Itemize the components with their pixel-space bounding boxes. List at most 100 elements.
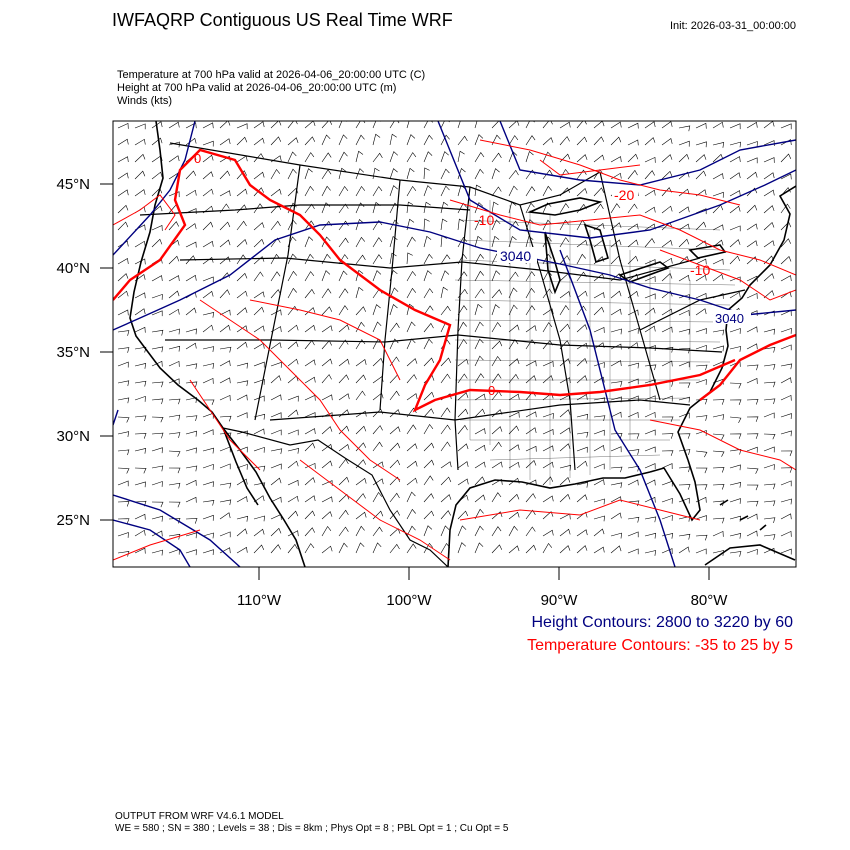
wind-barb: [338, 526, 349, 537]
wind-barb: [559, 273, 571, 282]
wind-barb: [440, 121, 450, 129]
wind-barb: [253, 395, 265, 402]
wind-barb: [576, 324, 588, 333]
wind-barb: [168, 432, 181, 438]
wind-barb: [763, 446, 775, 453]
wind-barb: [491, 355, 502, 367]
wind-barb: [525, 169, 536, 180]
wind-barb: [389, 426, 401, 435]
wind-barb: [661, 326, 673, 333]
wind-barb: [304, 307, 316, 316]
wind-barb: [610, 239, 622, 248]
wind-barb: [593, 121, 605, 129]
wind-barb: [610, 156, 622, 163]
wind-barb: [542, 121, 553, 129]
wind-barb: [304, 543, 315, 554]
wind-barb: [321, 496, 333, 503]
wind-barb: [423, 510, 435, 520]
wind-barb: [610, 396, 622, 403]
wind-barb: [491, 201, 499, 214]
wind-barb: [474, 321, 484, 333]
wind-barb: [678, 140, 690, 147]
wind-barb: [695, 328, 707, 335]
wind-barb: [644, 137, 656, 146]
wind-barb: [610, 172, 622, 180]
wind-barb: [746, 187, 758, 197]
wind-barb: [236, 238, 248, 248]
wind-barb: [270, 309, 282, 316]
wind-barb: [746, 500, 759, 507]
wind-barb: [644, 156, 656, 163]
wind-barb: [491, 426, 503, 435]
wind-barb: [117, 189, 129, 197]
wind-barb: [644, 532, 657, 539]
wind-barb: [746, 292, 758, 299]
wind-barb: [542, 137, 554, 146]
wind-barb: [406, 443, 418, 452]
wind-barb: [474, 373, 485, 384]
wind-barb: [729, 433, 742, 439]
wind-barb: [253, 515, 265, 522]
wind-barb: [440, 494, 452, 503]
wind-barb: [491, 340, 503, 350]
wind-barb: [338, 393, 350, 401]
wind-barb: [202, 221, 214, 231]
wind-barb: [168, 275, 180, 282]
wind-barb: [576, 121, 587, 129]
wind-barb: [406, 525, 416, 537]
wind-barb: [559, 305, 570, 316]
wind-barb: [253, 121, 265, 129]
wind-barb: [168, 191, 180, 198]
wind-barb: [372, 270, 382, 282]
wind-barb: [355, 525, 365, 537]
wind-barb: [270, 544, 281, 554]
wind-barb: [168, 121, 180, 129]
wind-barb: [355, 390, 366, 401]
wind-barb: [270, 448, 283, 455]
wind-barb: [338, 151, 348, 163]
wind-barb: [236, 325, 248, 333]
height-contour-label: 3040: [500, 248, 531, 264]
wind-barb: [440, 286, 448, 299]
wind-barb: [236, 496, 248, 503]
wind-barb: [236, 430, 248, 437]
wind-barb: [202, 171, 214, 180]
wind-barb: [695, 154, 707, 163]
wind-barb: [457, 150, 465, 163]
wind-barb: [678, 396, 690, 403]
wind-barb: [253, 187, 264, 197]
wind-barb: [219, 512, 231, 520]
wind-barb: [746, 378, 758, 384]
wind-barb: [508, 411, 520, 418]
longitude-label: 110°W: [237, 592, 282, 609]
wind-barb: [389, 442, 401, 452]
wind-barb: [321, 121, 333, 129]
wind-barb: [644, 121, 656, 129]
wind-barb: [185, 430, 197, 437]
wind-barb: [678, 255, 690, 265]
wind-barb: [236, 254, 247, 265]
wind-barb: [185, 518, 198, 524]
wind-barb: [389, 219, 399, 231]
wind-barb: [355, 374, 367, 384]
wind-barb: [729, 533, 742, 539]
wind-barb: [474, 202, 484, 214]
wind-barb: [780, 139, 792, 146]
wind-barb: [457, 121, 466, 129]
wind-barb: [321, 374, 332, 384]
wind-barb: [202, 447, 214, 454]
wind-barb: [270, 394, 282, 401]
wind-barb: [338, 324, 350, 333]
wind-barb: [185, 170, 197, 180]
wind-barb: [287, 137, 299, 146]
wind-barb: [712, 224, 724, 231]
wind-barb: [440, 407, 451, 418]
wind-barb: [729, 225, 741, 232]
wind-barb: [457, 373, 468, 384]
wind-barb: [559, 377, 571, 384]
wind-barb: [746, 364, 759, 371]
model-options: WE = 580 ; SN = 380 ; Levels = 38 ; Dis …: [115, 823, 509, 834]
wind-barb: [559, 203, 570, 214]
wind-barb: [729, 123, 741, 130]
wind-barb: [780, 377, 792, 384]
